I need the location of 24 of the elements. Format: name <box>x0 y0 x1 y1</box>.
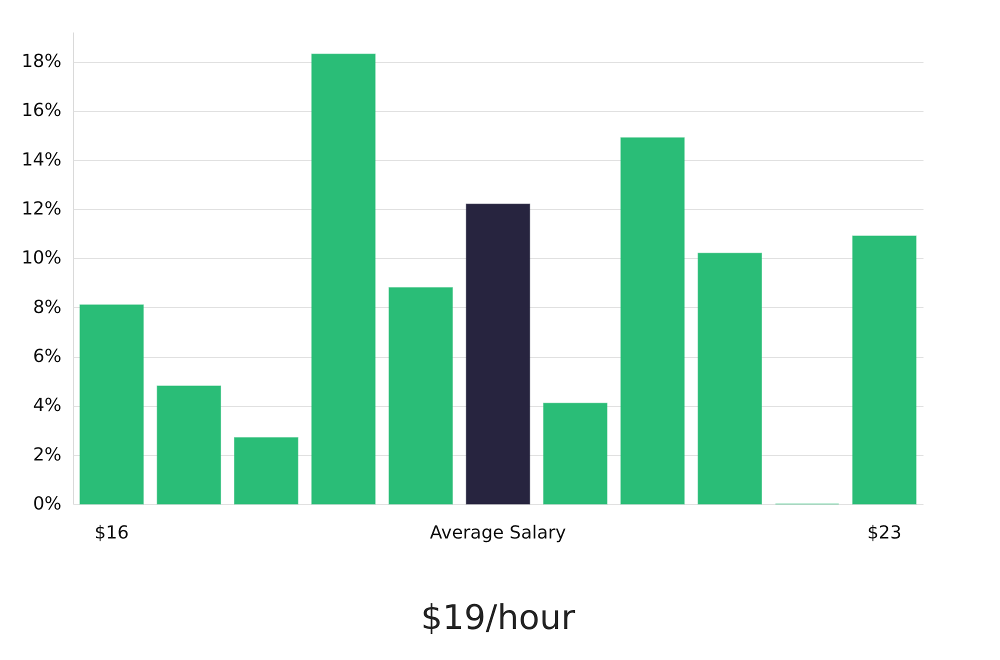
x-tick-label: Average Salary <box>430 522 566 544</box>
y-tick-label: 14% <box>21 149 62 170</box>
x-tick-label: $16 <box>94 522 129 544</box>
y-tick-label: 0% <box>32 494 62 514</box>
y-tick-label: 18% <box>21 51 62 72</box>
bar <box>156 386 222 504</box>
bar <box>388 287 453 504</box>
bar <box>466 204 530 504</box>
y-tick-label: 12% <box>21 198 62 220</box>
y-tick-label: 10% <box>21 248 62 269</box>
bar <box>620 137 685 504</box>
bar <box>543 402 608 504</box>
y-tick-label: 6% <box>32 346 62 367</box>
bar <box>852 236 917 504</box>
bar <box>698 252 762 504</box>
bar <box>234 437 298 504</box>
y-tick-label: 8% <box>32 296 62 318</box>
x-tick-label: $23 <box>867 522 902 544</box>
bar <box>311 54 376 504</box>
bar <box>79 304 144 504</box>
y-tick-label: 2% <box>32 444 62 466</box>
text: $19/hour <box>420 598 576 638</box>
y-tick-label: 4% <box>32 395 62 416</box>
y-tick-label: 16% <box>21 100 62 122</box>
